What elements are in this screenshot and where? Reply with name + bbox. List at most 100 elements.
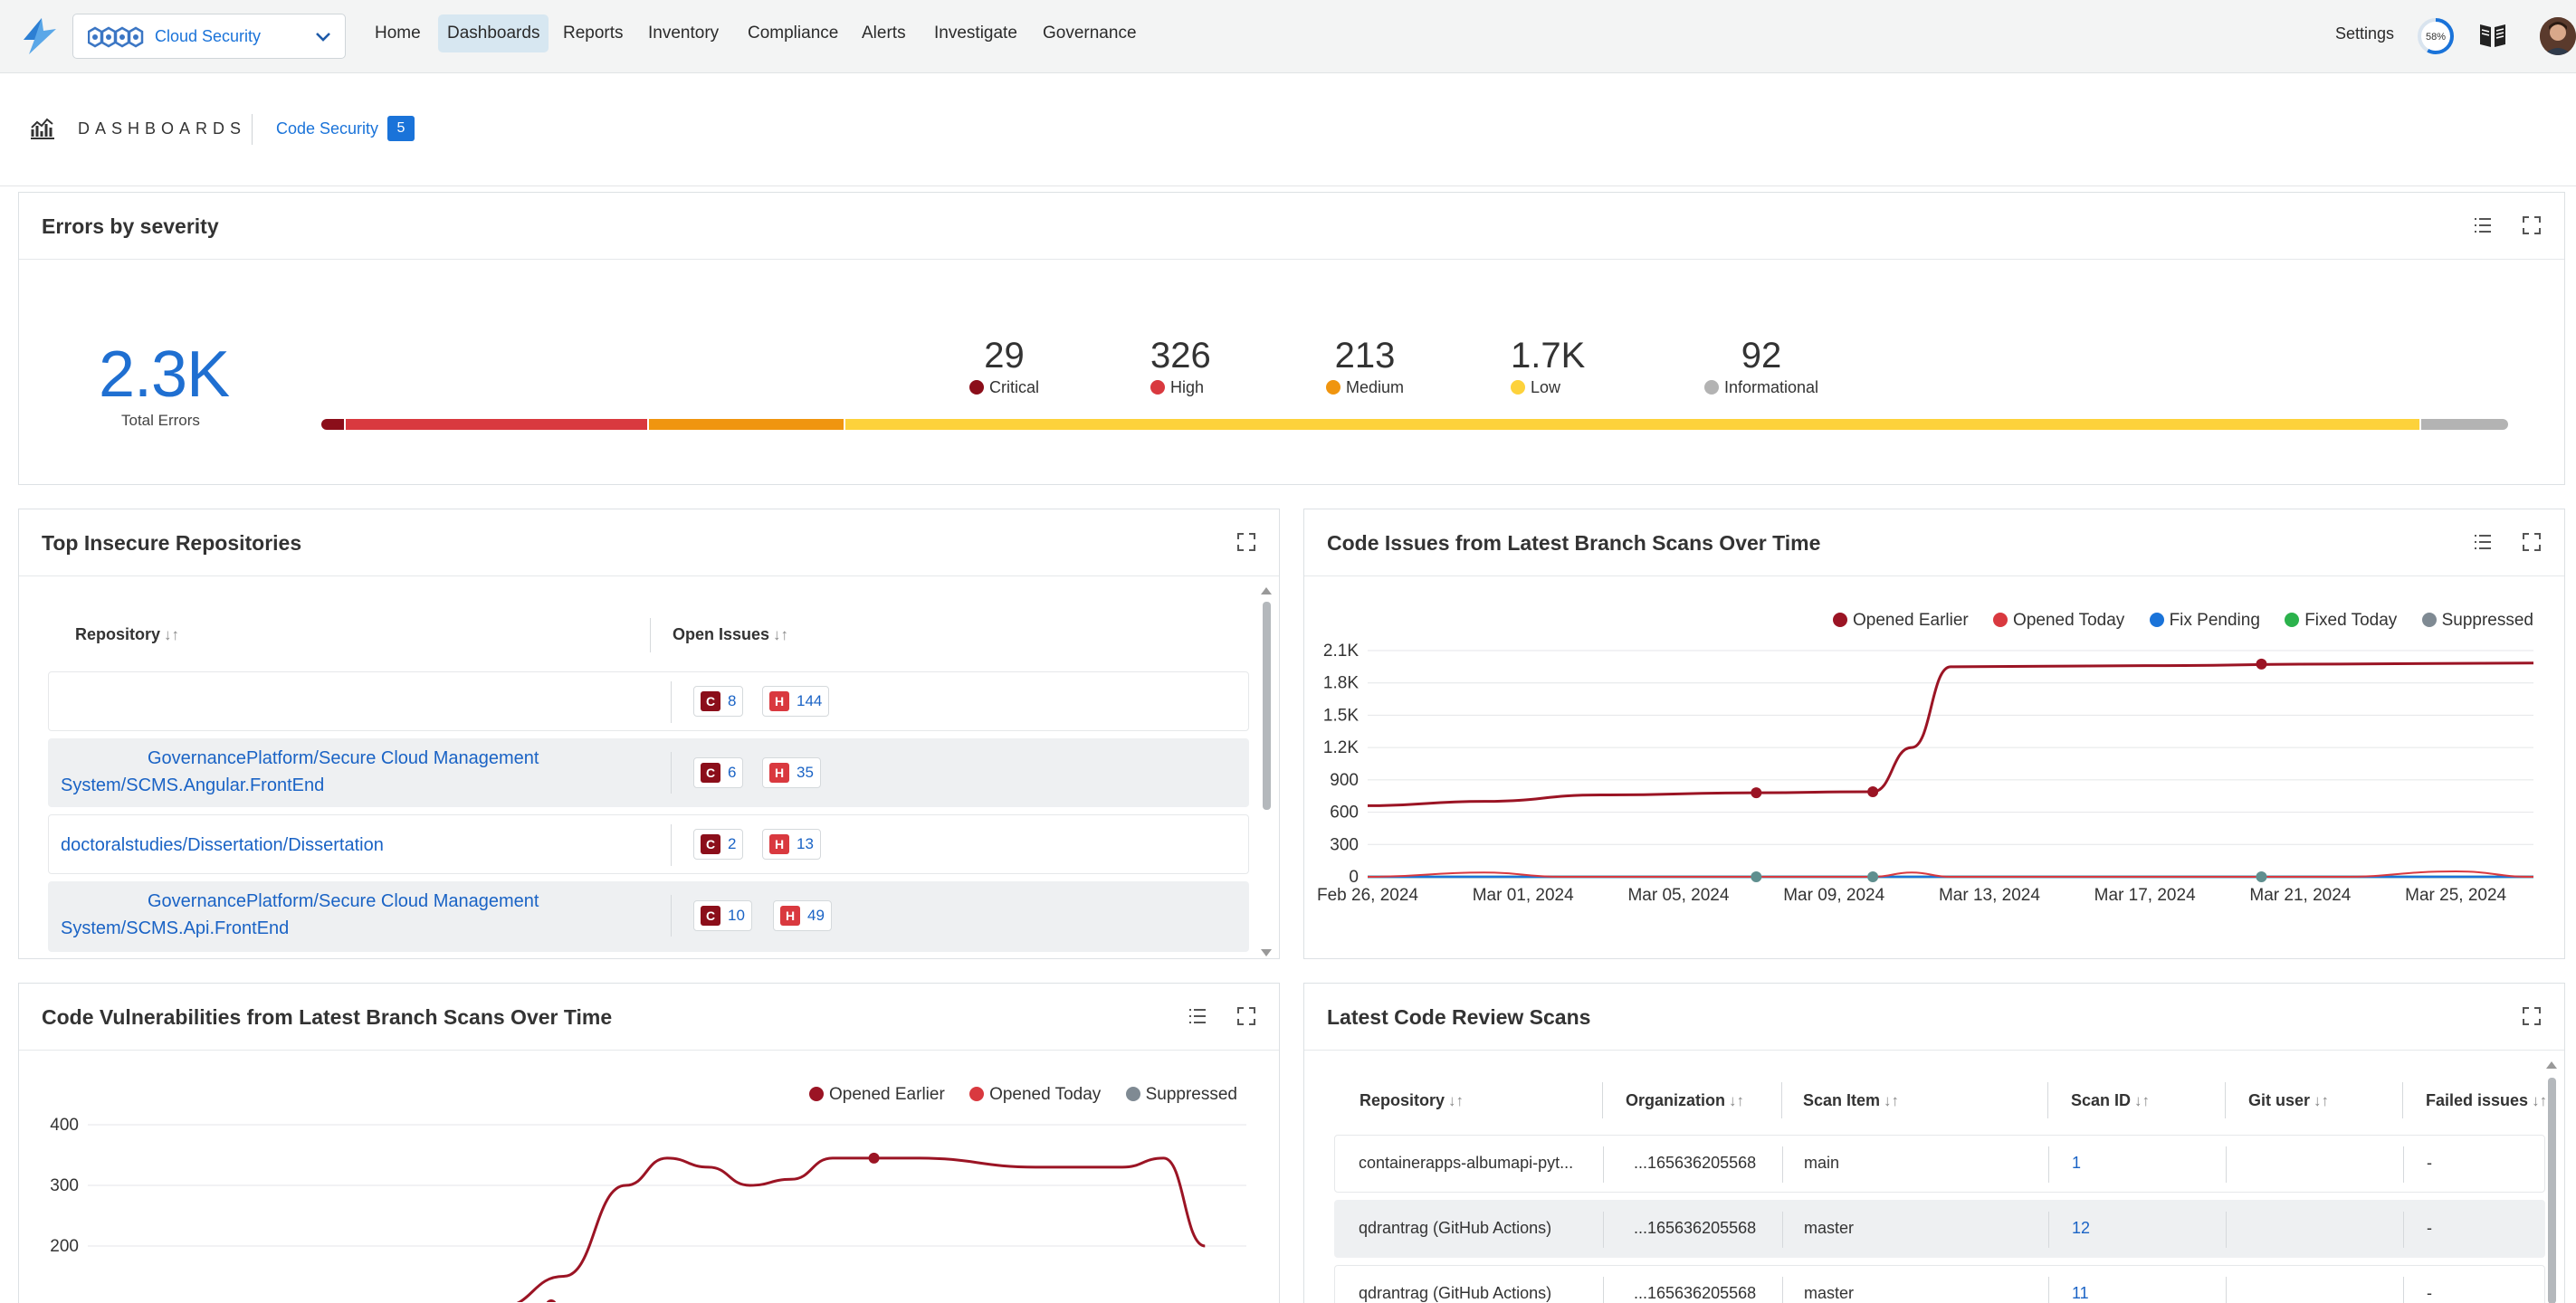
high-badge: H: [769, 763, 789, 783]
high-count-chip[interactable]: H 144: [762, 686, 830, 717]
legend-label: Suppressed: [1145, 1085, 1237, 1104]
scroll-thumb: [1263, 602, 1271, 810]
app-logo-icon[interactable]: [22, 16, 58, 56]
table-row[interactable]: doctoralstudies/Dissertation/Dissertatio…: [48, 814, 1249, 874]
dashboard-selector[interactable]: Code Security: [276, 119, 379, 138]
legend-item[interactable]: Suppressed: [1125, 1085, 1237, 1104]
repository-link[interactable]: doctoralstudies/Dissertation/Dissertatio…: [61, 835, 384, 855]
severity-informational[interactable]: 92 Informational: [1704, 336, 1818, 397]
repository-link[interactable]: GovernancePlatform/Secure Cloud Manageme…: [61, 745, 539, 799]
expand-icon[interactable]: [1236, 531, 1257, 553]
severity-bar-critical[interactable]: [321, 419, 344, 430]
table-row[interactable]: qdrantrag (GitHub Actions) ...1656362055…: [1334, 1200, 2545, 1258]
list-view-icon[interactable]: [2472, 531, 2494, 553]
y-tick-label: 300: [50, 1176, 79, 1195]
nav-compliance[interactable]: Compliance: [748, 24, 839, 43]
list-view-icon[interactable]: [1187, 1005, 1208, 1027]
scan-repository: qdrantrag (GitHub Actions): [1359, 1284, 1552, 1302]
nav-home[interactable]: Home: [375, 24, 421, 43]
expand-icon[interactable]: [2521, 531, 2543, 553]
column-header-label: Open Issues: [673, 625, 770, 643]
data-point: [1751, 787, 1762, 799]
column-header-failed-issues[interactable]: Failed issues ↓↑: [2426, 1091, 2547, 1110]
panel-title: Code Issues from Latest Branch Scans Ove…: [1327, 531, 1821, 555]
nav-settings[interactable]: Settings: [2335, 24, 2395, 43]
column-header-scan-item[interactable]: Scan Item ↓↑: [1803, 1091, 1899, 1110]
scan-failed-issues: -: [2427, 1154, 2432, 1172]
column-divider: [2226, 1146, 2227, 1183]
severity-bar-low[interactable]: [845, 419, 2419, 430]
severity-critical[interactable]: 29 Critical: [969, 336, 1039, 397]
column-header-organization[interactable]: Organization ↓↑: [1626, 1091, 1744, 1110]
data-point: [868, 1152, 880, 1164]
legend-item[interactable]: Fixed Today: [2285, 611, 2397, 630]
scan-organization: ...165636205568: [1634, 1219, 1757, 1237]
severity-high[interactable]: 326 High: [1150, 336, 1211, 397]
table-row[interactable]: GovernancePlatform/Secure Cloud Manageme…: [48, 738, 1249, 807]
product-switcher[interactable]: Cloud Security: [72, 14, 346, 59]
severity-low[interactable]: 1.7K Low: [1511, 336, 1585, 397]
severity-medium[interactable]: 213 Medium: [1326, 336, 1404, 397]
column-header-open-issues[interactable]: Open Issues ↓↑: [673, 625, 788, 644]
column-header-repository[interactable]: Repository ↓↑: [75, 625, 179, 644]
column-header-scan-id[interactable]: Scan ID ↓↑: [2071, 1091, 2150, 1110]
critical-count-chip[interactable]: C 10: [693, 900, 752, 931]
sort-icon[interactable]: ↓↑: [773, 626, 789, 643]
user-avatar[interactable]: [2540, 17, 2576, 55]
progress-ring[interactable]: 58%: [2416, 16, 2456, 56]
vertical-scrollbar[interactable]: [1259, 584, 1274, 956]
sort-icon[interactable]: ↓↑: [2532, 1092, 2548, 1109]
list-view-icon[interactable]: [2472, 214, 2494, 236]
sort-icon[interactable]: ↓↑: [2314, 1092, 2330, 1109]
vertical-scrollbar[interactable]: [2544, 1058, 2559, 1303]
legend-item[interactable]: Opened Today: [1993, 611, 2124, 630]
severity-bar-high[interactable]: [346, 419, 647, 430]
table-row[interactable]: qdrantrag (GitHub Actions) ...1656362055…: [1334, 1265, 2545, 1303]
sort-icon[interactable]: ↓↑: [1884, 1092, 1900, 1109]
table-row[interactable]: containerapps-albumapi-pyt... ...1656362…: [1334, 1135, 2545, 1193]
column-header-label: Scan Item: [1803, 1091, 1881, 1109]
nav-reports[interactable]: Reports: [563, 24, 624, 43]
code-vulnerabilities-line-chart[interactable]: 400 300 200: [19, 1110, 1279, 1302]
scan-id-link[interactable]: 11: [2072, 1284, 2089, 1302]
expand-icon[interactable]: [1236, 1005, 1257, 1027]
chart-legend: Opened Earlier Opened Today Fix Pending …: [1813, 611, 2533, 631]
expand-icon[interactable]: [2521, 1005, 2543, 1027]
sort-icon[interactable]: ↓↑: [2134, 1092, 2151, 1109]
legend-item[interactable]: Suppressed: [2421, 611, 2533, 630]
severity-bar-medium[interactable]: [649, 419, 844, 430]
book-icon[interactable]: [2478, 22, 2507, 49]
legend-item[interactable]: Opened Earlier: [1832, 611, 1969, 630]
scan-id-link[interactable]: 1: [2072, 1154, 2082, 1172]
high-count-chip[interactable]: H 35: [762, 757, 821, 788]
column-header-repository[interactable]: Repository ↓↑: [1360, 1091, 1464, 1110]
column-header-git-user[interactable]: Git user ↓↑: [2248, 1091, 2329, 1110]
nav-alerts[interactable]: Alerts: [862, 24, 906, 43]
legend-item[interactable]: Opened Today: [969, 1085, 1101, 1104]
expand-icon[interactable]: [2521, 214, 2543, 236]
severity-bar-informational[interactable]: [2421, 419, 2508, 430]
legend-item[interactable]: Opened Earlier: [808, 1085, 945, 1104]
column-divider: [650, 618, 651, 652]
sort-icon[interactable]: ↓↑: [1448, 1092, 1465, 1109]
sort-icon[interactable]: ↓↑: [164, 626, 180, 643]
repository-link[interactable]: GovernancePlatform/Secure Cloud Manageme…: [61, 888, 539, 942]
nav-dashboards[interactable]: Dashboards: [438, 14, 549, 52]
nav-inventory[interactable]: Inventory: [648, 24, 720, 43]
legend-item[interactable]: Fix Pending: [2149, 611, 2260, 630]
panel-header: Top Insecure Repositories: [19, 509, 1279, 576]
nav-investigate[interactable]: Investigate: [934, 24, 1017, 43]
high-count-chip[interactable]: H 49: [773, 900, 832, 931]
table-row[interactable]: GovernancePlatform/Secure Cloud Manageme…: [48, 881, 1249, 952]
sort-icon[interactable]: ↓↑: [1729, 1092, 1745, 1109]
scan-id-link[interactable]: 12: [2072, 1219, 2091, 1237]
column-header-label: Repository: [1360, 1091, 1445, 1109]
nav-governance[interactable]: Governance: [1043, 24, 1137, 43]
column-divider: [1782, 1277, 1783, 1303]
high-count-chip[interactable]: H 13: [762, 829, 821, 860]
